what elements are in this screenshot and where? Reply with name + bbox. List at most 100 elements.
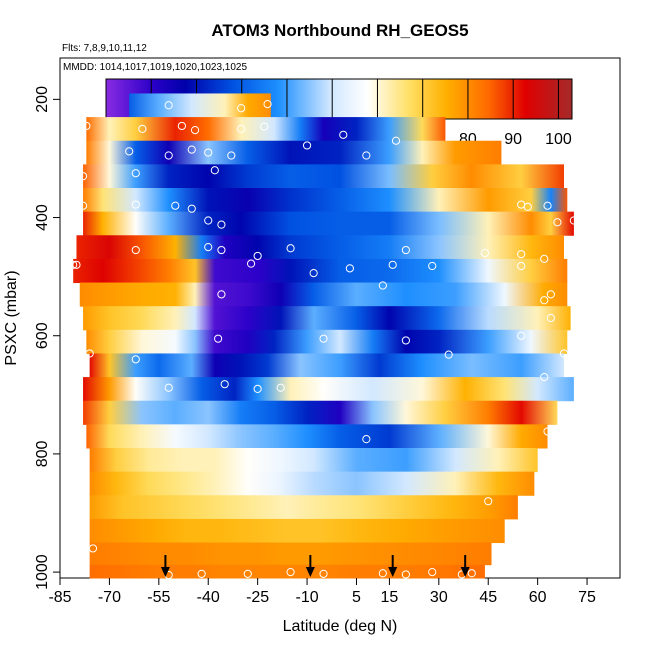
observation-point	[131, 200, 140, 209]
observation-point	[125, 147, 134, 156]
observation-point	[263, 99, 272, 109]
heatmap-layer	[89, 448, 538, 473]
observation-point	[190, 125, 200, 135]
flight-arrow-head	[388, 567, 398, 577]
observation-point	[177, 121, 186, 131]
colorbar-tick-label: 100	[545, 131, 572, 148]
observation-point	[517, 331, 526, 340]
observation-point	[253, 384, 262, 394]
x-tick-label: -55	[147, 589, 170, 606]
observation-point	[517, 261, 526, 271]
observation-point	[428, 567, 437, 577]
observation-point	[540, 254, 549, 264]
observation-point	[237, 124, 246, 134]
heatmap-layer	[86, 424, 548, 449]
x-tick-label: 75	[578, 589, 596, 606]
observation-point	[138, 124, 147, 134]
heatmap-layer	[89, 495, 518, 520]
observation-point	[546, 313, 555, 323]
observation-point	[540, 482, 549, 491]
observation-markers	[69, 99, 578, 580]
x-tick-label: -25	[246, 589, 269, 606]
heatmap-layer	[83, 400, 558, 425]
heatmap-layer	[83, 211, 574, 236]
flight-arrow-head	[460, 567, 470, 577]
flight-arrow-head	[160, 567, 170, 577]
heatmap-layer	[86, 117, 446, 142]
x-tick-label: 45	[479, 589, 497, 606]
observation-point	[467, 569, 476, 578]
x-tick-label: -70	[98, 589, 121, 606]
observation-point	[540, 296, 549, 305]
observation-point	[401, 336, 410, 345]
heatmap-layer	[83, 164, 564, 189]
observation-point	[187, 145, 196, 154]
observation-point	[88, 544, 98, 553]
x-tick-label: -10	[295, 589, 318, 606]
y-tick-label: 200	[34, 86, 51, 113]
observation-point	[339, 130, 348, 139]
heatmap-layer	[83, 377, 574, 402]
observation-point	[260, 122, 269, 131]
observation-point	[204, 148, 213, 157]
observation-point	[217, 220, 226, 229]
dates-note: MMDD: 1014,1017,1019,1020,1023,1025	[63, 62, 247, 73]
heatmap-layer	[89, 471, 535, 496]
observation-point	[319, 569, 328, 578]
observation-point	[220, 380, 229, 389]
observation-point	[302, 141, 312, 150]
heatmap-layer	[76, 235, 565, 260]
observation-point	[540, 372, 549, 382]
heatmap-layer	[89, 542, 492, 566]
observation-point	[378, 569, 387, 578]
observation-point	[569, 216, 578, 225]
observation-point	[362, 435, 371, 444]
observation-point	[401, 245, 410, 255]
x-axis: -85 -70 -55 -40 -25 -10 5 15 30 45 60 75	[48, 578, 596, 606]
observation-point	[171, 201, 180, 210]
observation-point	[217, 290, 226, 299]
observation-point	[553, 218, 562, 227]
observation-point	[559, 349, 569, 358]
heatmap-layer	[89, 353, 564, 378]
observation-point	[391, 136, 401, 145]
observation-point	[164, 383, 173, 392]
flight-arrow-head	[305, 567, 315, 577]
observation-point	[69, 260, 78, 269]
x-tick-label: -40	[197, 589, 220, 606]
x-axis-label: Latitude (deg N)	[283, 618, 398, 635]
x-tick-label: 5	[352, 589, 361, 606]
observation-point	[543, 427, 552, 436]
observation-point	[197, 569, 206, 578]
observation-point	[517, 250, 526, 259]
observation-point	[484, 497, 493, 506]
y-axis: 200 400 600 800 1000	[34, 86, 60, 590]
chart-title: ATOM3 Northbound RH_GEOS5	[211, 21, 468, 40]
x-tick-label: 30	[430, 589, 448, 606]
observation-point	[85, 349, 94, 358]
observation-point	[319, 383, 328, 392]
x-tick-label: -85	[48, 589, 71, 606]
observation-point	[131, 245, 140, 255]
observation-point	[276, 383, 285, 392]
observation-point	[72, 216, 81, 225]
observation-point	[345, 264, 354, 273]
flight-arrows	[160, 555, 470, 577]
observation-point	[164, 151, 173, 160]
observation-point	[187, 204, 196, 213]
heatmap-layer	[83, 306, 571, 331]
observation-point	[444, 350, 453, 359]
heatmap-layer	[79, 282, 568, 307]
colorbar-tick-label: 90	[504, 131, 522, 148]
y-tick-label: 600	[34, 322, 51, 349]
heatmap-layer	[83, 188, 568, 213]
observation-point	[378, 281, 387, 290]
observation-point	[546, 290, 555, 299]
flights-note: Flts: 7,8,9,10,11,12	[62, 43, 147, 54]
observation-point	[227, 151, 236, 160]
observation-point	[204, 216, 213, 225]
observation-point	[217, 245, 226, 255]
observation-point	[362, 151, 371, 160]
observation-point	[319, 334, 328, 343]
